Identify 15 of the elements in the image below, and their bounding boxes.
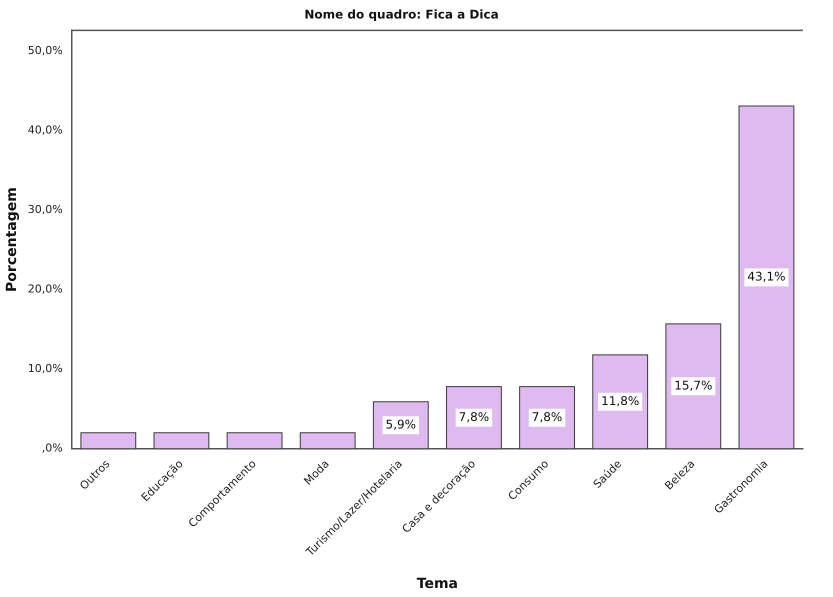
data-label: 5,9% bbox=[386, 417, 416, 432]
data-label: 7,8% bbox=[532, 410, 562, 424]
data-label: 11,8% bbox=[601, 394, 640, 408]
x-axis-title: Tema bbox=[416, 576, 458, 592]
y-tick-label: 40,0% bbox=[28, 123, 63, 136]
y-tick-label: 20,0% bbox=[28, 282, 63, 296]
chart-title: Nome do quadro: Fica a Dica bbox=[304, 7, 499, 22]
y-tick-label: 30,0% bbox=[28, 202, 63, 216]
y-tick-label: 50,0% bbox=[28, 44, 63, 57]
y-tick-label: 10,0% bbox=[28, 362, 63, 376]
y-tick-label: ,0% bbox=[42, 442, 63, 455]
data-label: 15,7% bbox=[674, 378, 712, 392]
data-label: 7,8% bbox=[458, 410, 490, 424]
y-axis-title: Porcentagem bbox=[4, 187, 20, 292]
data-label: 43,1% bbox=[747, 269, 786, 284]
